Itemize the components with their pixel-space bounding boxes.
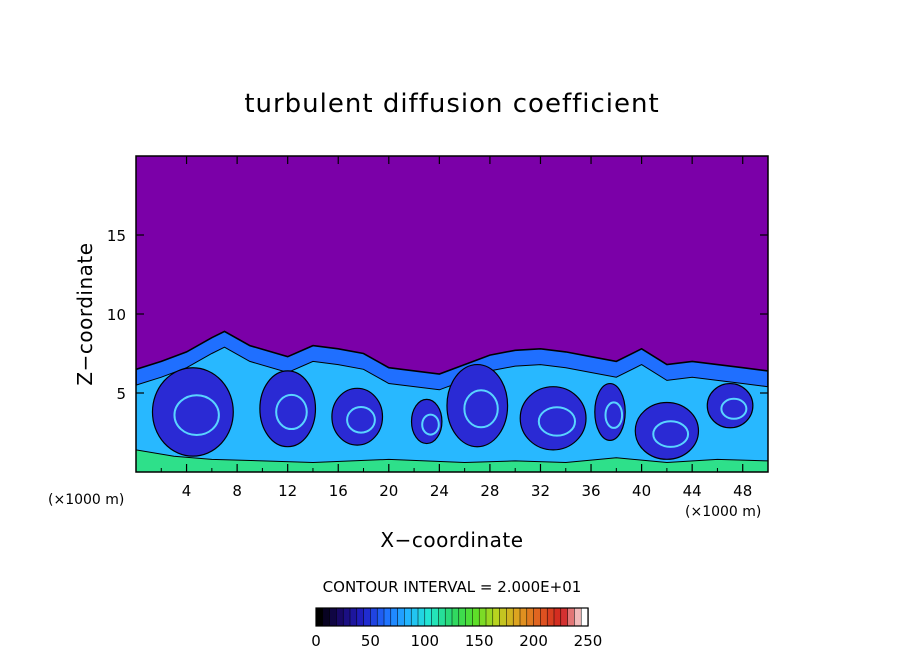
colorbar-swatch: [342, 607, 351, 627]
colorbar-tick-label: 250: [574, 632, 603, 650]
x-tick-label: 24: [430, 482, 449, 500]
x-tick-label: 48: [733, 482, 752, 500]
contour-interval-label: CONTOUR INTERVAL = 2.000E+01: [323, 578, 582, 596]
x-tick-label: 32: [531, 482, 550, 500]
y-axis-label: Z−coordinate: [73, 242, 97, 385]
eddy-region: [594, 382, 626, 441]
eddy-filament: [173, 394, 220, 437]
colorbar-swatch: [370, 607, 378, 627]
colorbar-tick-label: 150: [465, 632, 494, 650]
eddy-region: [151, 367, 234, 457]
eddy-filament: [604, 401, 624, 429]
colorbar-swatch: [417, 607, 426, 627]
x-unit-right: (×1000 m): [685, 504, 761, 520]
colorbar-swatch: [560, 607, 569, 627]
colorbar-swatch: [363, 607, 372, 627]
eddy-filament: [720, 397, 748, 420]
colorbar-swatch: [567, 607, 576, 627]
colorbar-swatch: [526, 607, 535, 627]
colorbar-swatch: [383, 607, 392, 627]
colorbar-tick-label: 100: [410, 632, 439, 650]
colorbar-swatch: [390, 607, 399, 627]
y-tick-label: 15: [107, 227, 126, 245]
eddy-region: [410, 398, 443, 445]
eddy-region: [446, 363, 509, 448]
colorbar-swatch: [438, 607, 446, 627]
colorbar-swatch: [540, 607, 548, 627]
colorbar-swatch: [492, 607, 501, 627]
x-tick-label: 44: [683, 482, 702, 500]
x-axis: 4 8 12 16 20 24 28 32 36 40 44 48: [160, 156, 752, 500]
x-axis-label: X−coordinate: [380, 528, 523, 552]
eddy-region: [519, 386, 587, 451]
x-tick-label: 4: [182, 482, 192, 500]
eddy-filament: [652, 420, 690, 448]
colorbar-swatch: [410, 607, 419, 627]
colorbar-swatch: [478, 607, 487, 627]
plot-area: [136, 156, 768, 472]
colorbar-swatch: [506, 607, 514, 627]
colorbar-tick-label: 200: [519, 632, 548, 650]
y-axis: 5 10 15: [107, 227, 768, 403]
eddy-filament: [421, 413, 440, 436]
y-tick-label: 10: [107, 306, 126, 324]
colorbar-swatch: [519, 607, 528, 627]
x-tick-label: 8: [232, 482, 242, 500]
colorbar-swatch: [444, 607, 453, 627]
y-tick-label: 5: [116, 385, 126, 403]
colorbar-swatch: [451, 607, 460, 627]
eddy-region: [634, 401, 700, 460]
eddy-filament: [537, 406, 577, 437]
colorbar-swatch: [580, 607, 589, 627]
eddy-filament: [346, 406, 376, 434]
colorbar-swatch: [485, 607, 494, 627]
colorbar-swatch: [424, 607, 433, 627]
colorbar-swatch: [329, 607, 338, 627]
colorbar-swatch: [553, 607, 562, 627]
eddy-filament: [275, 393, 308, 431]
x-tick-label: 20: [379, 482, 398, 500]
x-tick-label: 36: [581, 482, 600, 500]
colorbar-swatch: [458, 607, 467, 627]
colorbar-swatch: [512, 607, 521, 627]
x-tick-label: 28: [480, 482, 499, 500]
colorbar-swatch: [336, 607, 344, 627]
colorbar-swatch: [465, 607, 474, 627]
surface-layer: [136, 449, 768, 472]
colorbar-swatch: [315, 607, 324, 627]
chart-title: turbulent diffusion coefficient: [244, 89, 659, 119]
colorbar-swatch: [546, 607, 555, 627]
colorbar-swatch: [397, 607, 406, 627]
x-tick-label: 40: [632, 482, 651, 500]
x-unit-left: (×1000 m): [48, 492, 124, 508]
colorbar-swatch: [349, 607, 358, 627]
colorbar-swatch: [322, 607, 331, 627]
colorbar-swatch: [574, 607, 582, 627]
x-tick-label: 12: [278, 482, 297, 500]
colorbar-tick-label: 0: [311, 632, 321, 650]
colorbar-swatch: [533, 607, 542, 627]
colorbar: 0 50 100 150 200 250: [311, 607, 603, 650]
colorbar-swatch: [472, 607, 480, 627]
colorbar-tick-label: 50: [361, 632, 380, 650]
x-tick-label: 16: [329, 482, 348, 500]
eddy-region: [259, 370, 317, 448]
colorbar-swatch: [356, 607, 365, 627]
colorbar-swatch: [499, 607, 508, 627]
colorbar-frame: [315, 607, 589, 627]
colorbar-swatch: [431, 607, 440, 627]
colorbar-swatch: [376, 607, 385, 627]
eddy-filament: [463, 389, 499, 429]
colorbar-swatch: [404, 607, 412, 627]
